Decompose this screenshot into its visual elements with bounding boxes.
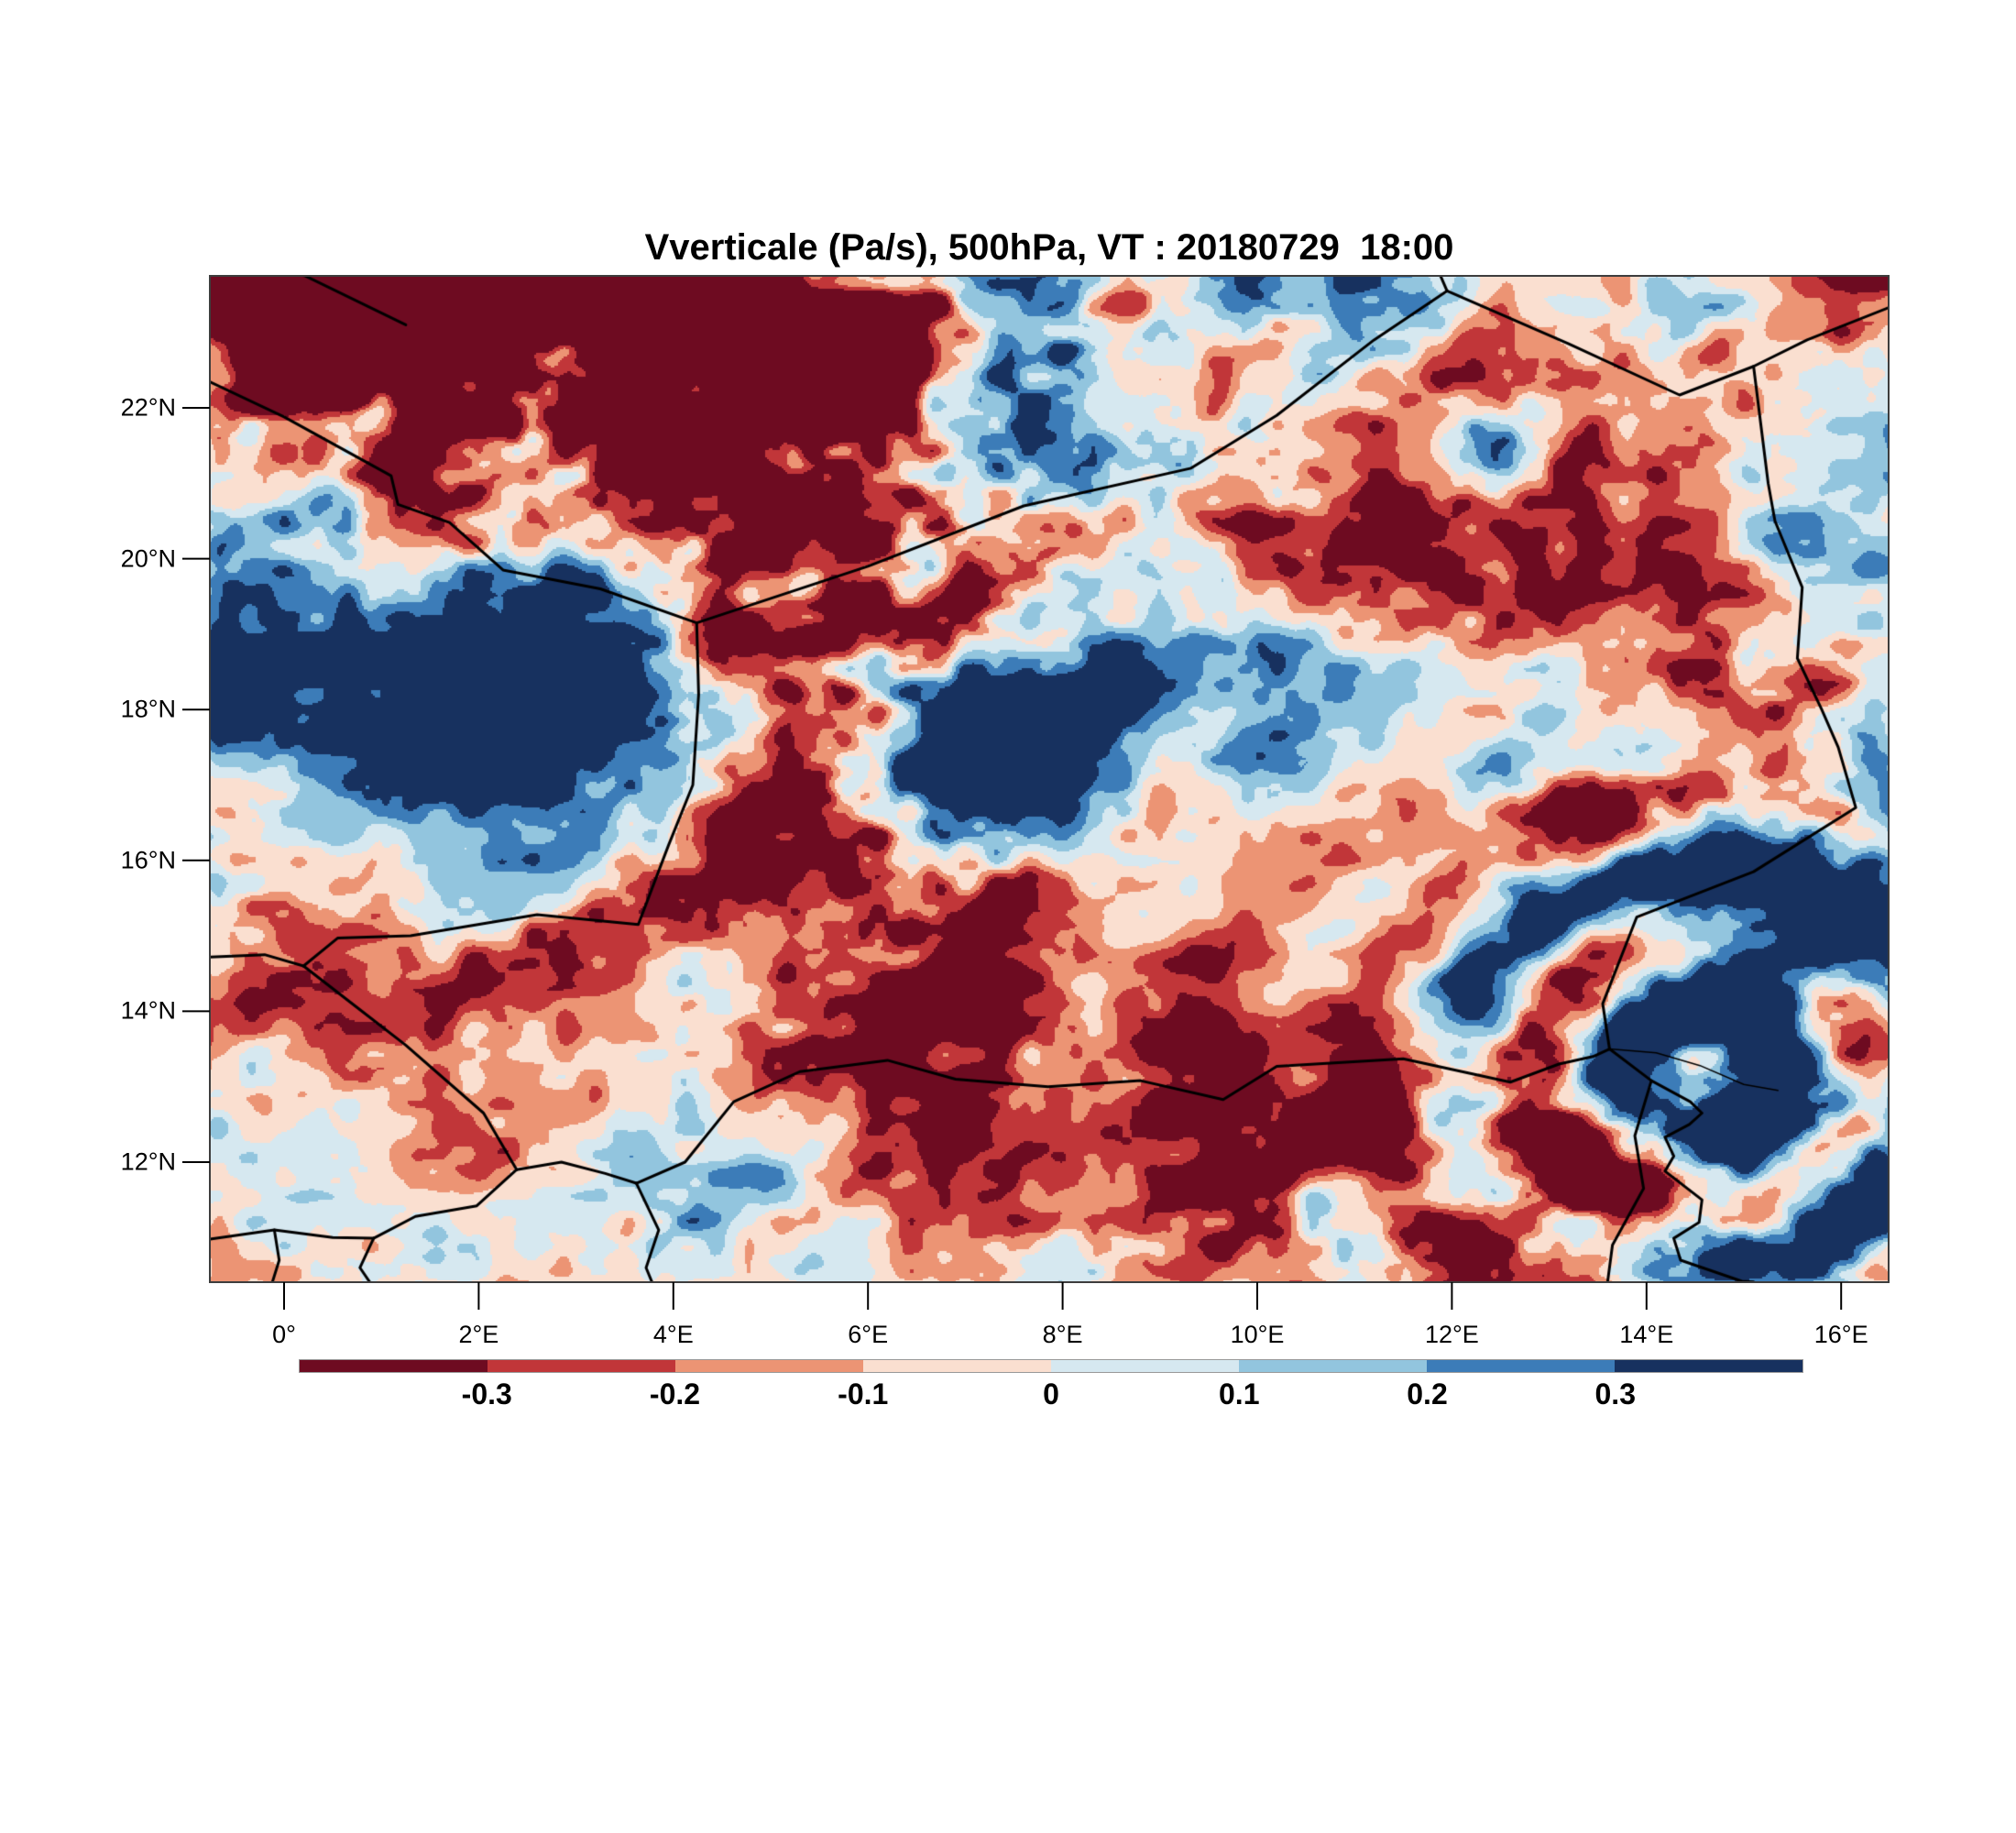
colorbar-segment [1239, 1360, 1427, 1372]
map-canvas [210, 276, 1889, 1282]
x-axis-tick-label: 0° [272, 1321, 296, 1348]
colorbar-tick-label: 0.2 [1407, 1377, 1448, 1410]
colorbar-tick-label: 0.1 [1219, 1377, 1260, 1410]
y-axis-tick-label: 18°N [120, 695, 176, 723]
x-axis-tick-label: 14°E [1619, 1321, 1674, 1348]
x-axis-tick-label: 10°E [1230, 1321, 1285, 1348]
colorbar-segment [675, 1360, 863, 1372]
y-axis-tick-label: 22°N [120, 393, 176, 422]
y-axis-tick-label: 16°N [120, 846, 176, 874]
x-axis-tick-label: 16°E [1813, 1321, 1868, 1348]
colorbar-tick-label: 0.3 [1594, 1377, 1636, 1410]
x-axis-tick-label: 6°E [848, 1321, 889, 1348]
colorbar-tick-label: -0.1 [838, 1377, 889, 1410]
colorbar-segment [1615, 1360, 1802, 1372]
colorbar [299, 1359, 1803, 1373]
colorbar-tick-label: -0.3 [461, 1377, 512, 1410]
x-axis-tick-label: 8°E [1042, 1321, 1083, 1348]
colorbar-segment [1051, 1360, 1239, 1372]
x-axis-tick-label: 2°E [458, 1321, 499, 1348]
colorbar-segment [488, 1360, 675, 1372]
colorbar-segment [863, 1360, 1051, 1372]
x-axis-tick-label: 12°E [1424, 1321, 1479, 1348]
x-axis-tick-label: 4°E [652, 1321, 694, 1348]
plot-title: Vverticale (Pa/s), 500hPa, VT : 20180729… [644, 227, 1454, 268]
colorbar-tick-label: -0.2 [649, 1377, 701, 1410]
colorbar-segment [1427, 1360, 1615, 1372]
colorbar-segment [300, 1360, 488, 1372]
y-axis-tick-label: 12°N [120, 1147, 176, 1176]
colorbar-tick-label: 0 [1043, 1377, 1059, 1410]
y-axis-tick-label: 20°N [120, 544, 176, 573]
y-axis-tick-label: 14°N [120, 996, 176, 1025]
